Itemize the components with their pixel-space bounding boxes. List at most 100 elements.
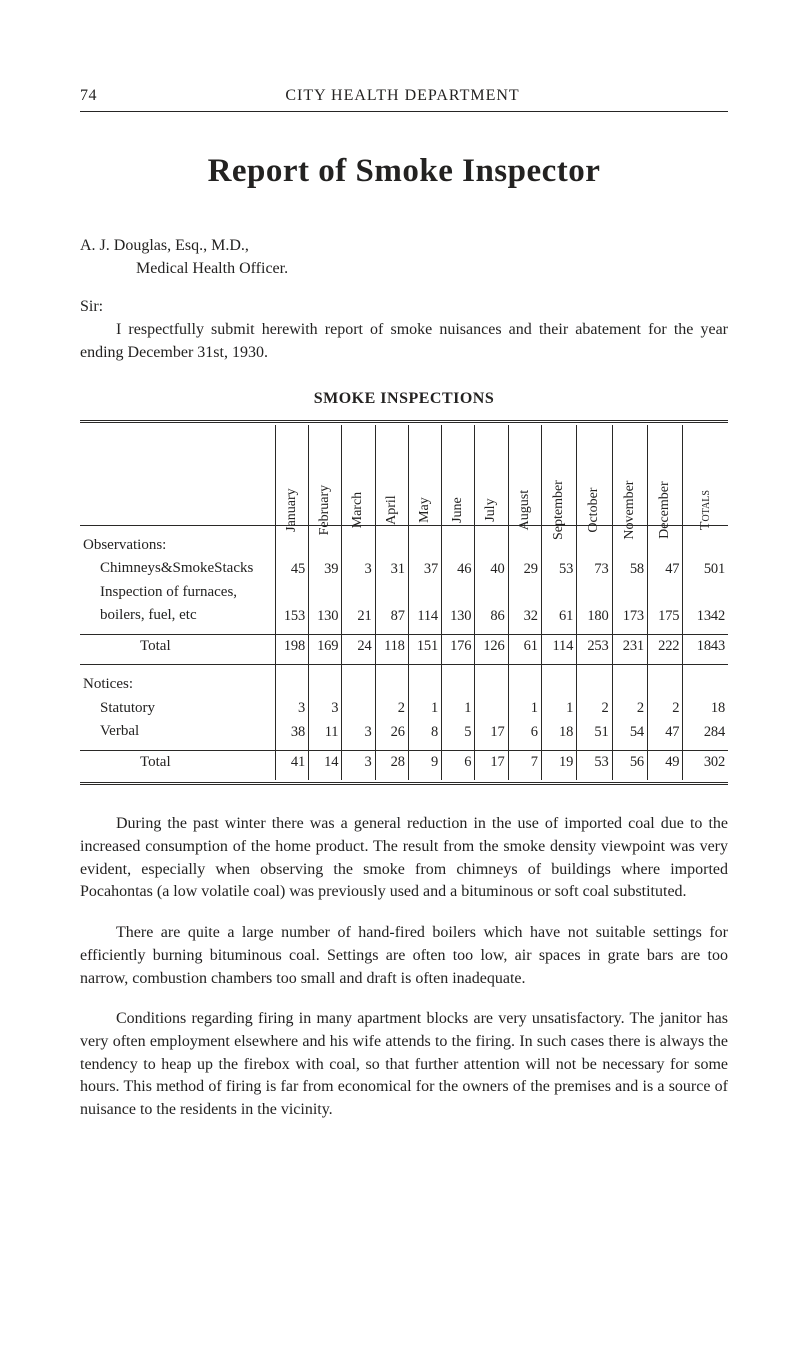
col-august: August — [508, 425, 541, 526]
cell: 18 — [541, 720, 576, 750]
cell: 3 — [342, 720, 375, 750]
salutation-block: Sir: I respectfully submit herewith repo… — [80, 296, 728, 365]
cell: 302 — [683, 751, 728, 781]
cell: 2 — [647, 697, 682, 721]
col-october: October — [577, 425, 612, 526]
row-label-line2: boilers, fuel, etc — [80, 604, 275, 634]
cell: 253 — [577, 635, 612, 665]
cell: 49 — [647, 751, 682, 781]
cell: 11 — [309, 720, 342, 750]
addressee-line-1: A. J. Douglas, Esq., M.D., — [80, 235, 728, 257]
table-row: Verbal 38 11 3 26 8 5 17 6 18 51 54 47 2… — [80, 720, 728, 750]
cell: 87 — [375, 604, 408, 634]
table-row: boilers, fuel, etc 153 130 21 87 114 130… — [80, 604, 728, 634]
cell: 126 — [475, 635, 508, 665]
table-total-row: Total 198 169 24 118 151 176 126 61 114 … — [80, 635, 728, 665]
cell: 6 — [442, 751, 475, 781]
cell: 53 — [577, 751, 612, 781]
col-april: April — [375, 425, 408, 526]
col-june: June — [442, 425, 475, 526]
cell: 1 — [408, 697, 441, 721]
body-paragraphs: During the past winter there was a gener… — [80, 813, 728, 1122]
cell: 73 — [577, 557, 612, 581]
cell: 51 — [577, 720, 612, 750]
cell: 114 — [408, 604, 441, 634]
cell: 1 — [541, 697, 576, 721]
row-label: Statutory — [80, 697, 275, 721]
cell — [342, 697, 375, 721]
cell: 61 — [541, 604, 576, 634]
cell: 9 — [408, 751, 441, 781]
total-label: Total — [80, 635, 275, 665]
row-label: Chimneys&SmokeStacks — [80, 557, 275, 581]
table-header-row: January February March April May June Ju… — [80, 425, 728, 526]
addressee-block: A. J. Douglas, Esq., M.D., Medical Healt… — [80, 235, 728, 280]
col-december: December — [647, 425, 682, 526]
cell: 37 — [408, 557, 441, 581]
table-header-blank — [80, 425, 275, 526]
col-march: March — [342, 425, 375, 526]
cell: 29 — [508, 557, 541, 581]
section-heading-label: Notices: — [80, 665, 275, 697]
cell: 2 — [375, 697, 408, 721]
col-january: January — [275, 425, 308, 526]
cell: 21 — [342, 604, 375, 634]
section-heading-notices: Notices: — [80, 665, 728, 697]
running-header: 74 CITY HEALTH DEPARTMENT — [80, 86, 728, 112]
section-heading-label: Observations: — [80, 525, 275, 557]
col-july: July — [475, 425, 508, 526]
col-february: February — [309, 425, 342, 526]
col-totals: Totals — [683, 425, 728, 526]
cell: 175 — [647, 604, 682, 634]
row-label-line1: Inspection of furnaces, — [80, 581, 275, 605]
cell: 8 — [408, 720, 441, 750]
cell: 41 — [275, 751, 308, 781]
cell: 130 — [442, 604, 475, 634]
cell: 1342 — [683, 604, 728, 634]
cell: 153 — [275, 604, 308, 634]
total-label: Total — [80, 751, 275, 781]
cell: 114 — [541, 635, 576, 665]
cell: 47 — [647, 720, 682, 750]
cell: 38 — [275, 720, 308, 750]
smoke-inspections-table-wrap: January February March April May June Ju… — [80, 420, 728, 786]
table-row: Chimneys&SmokeStacks 45 39 3 31 37 46 40… — [80, 557, 728, 581]
table-title: SMOKE INSPECTIONS — [80, 389, 728, 410]
intro-paragraph: I respectfully submit herewith report of… — [80, 319, 728, 364]
cell: 173 — [612, 604, 647, 634]
cell: 3 — [342, 557, 375, 581]
cell: 5 — [442, 720, 475, 750]
cell: 180 — [577, 604, 612, 634]
cell: 58 — [612, 557, 647, 581]
table-row: Statutory 3 3 2 1 1 1 1 2 2 2 18 — [80, 697, 728, 721]
cell: 2 — [612, 697, 647, 721]
addressee-line-2: Medical Health Officer. — [80, 258, 728, 280]
cell: 3 — [309, 697, 342, 721]
row-label: Verbal — [80, 720, 275, 750]
cell: 14 — [309, 751, 342, 781]
cell: 7 — [508, 751, 541, 781]
cell: 130 — [309, 604, 342, 634]
cell: 26 — [375, 720, 408, 750]
cell: 118 — [375, 635, 408, 665]
smoke-inspections-table: January February March April May June Ju… — [80, 425, 728, 781]
cell: 1843 — [683, 635, 728, 665]
cell: 176 — [442, 635, 475, 665]
cell: 31 — [375, 557, 408, 581]
cell: 28 — [375, 751, 408, 781]
cell: 46 — [442, 557, 475, 581]
cell: 3 — [275, 697, 308, 721]
cell: 1 — [442, 697, 475, 721]
cell: 40 — [475, 557, 508, 581]
col-may: May — [408, 425, 441, 526]
cell — [475, 697, 508, 721]
table-row: Inspection of furnaces, — [80, 581, 728, 605]
cell: 169 — [309, 635, 342, 665]
cell: 2 — [577, 697, 612, 721]
paragraph-1: During the past winter there was a gener… — [80, 813, 728, 904]
col-september: September — [541, 425, 576, 526]
cell: 54 — [612, 720, 647, 750]
salutation: Sir: — [80, 296, 728, 318]
cell: 231 — [612, 635, 647, 665]
cell: 39 — [309, 557, 342, 581]
